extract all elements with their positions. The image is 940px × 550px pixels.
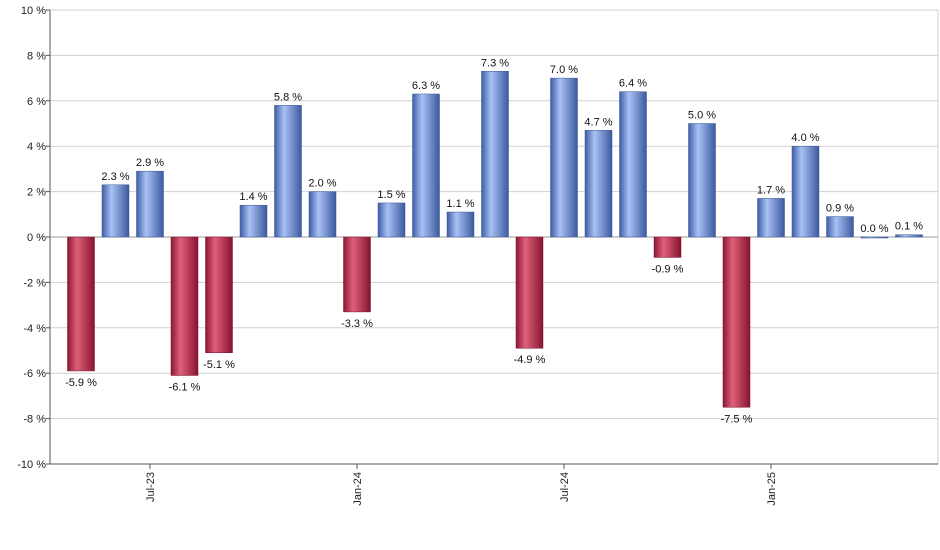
bar-data-label: 6.4 % (619, 78, 647, 90)
bar (412, 93, 440, 238)
y-tick-label: 2 % (27, 187, 46, 199)
bar-data-label: 7.0 % (550, 64, 578, 76)
bar-data-label: 1.1 % (446, 198, 474, 210)
y-tick-label: 8 % (27, 50, 46, 62)
y-tick-label: -8 % (23, 414, 46, 426)
bar (343, 236, 371, 313)
bar (688, 123, 716, 238)
bar-data-label: 1.7 % (757, 184, 785, 196)
y-tick-label: -10 % (17, 459, 46, 471)
bar (757, 198, 785, 238)
bar (377, 202, 406, 238)
bar (274, 105, 302, 238)
x-tick-label: Jul-23 (145, 472, 157, 502)
bar (239, 204, 268, 238)
bar-data-label: 2.3 % (101, 171, 129, 183)
bar (170, 236, 199, 376)
bar-data-label: 2.9 % (136, 157, 164, 169)
x-tick-label: Jan-25 (766, 472, 778, 506)
bar-data-label: 6.3 % (412, 80, 440, 92)
bar (722, 236, 751, 408)
y-tick-label: -4 % (23, 323, 46, 335)
bar-data-label: 4.0 % (791, 132, 819, 144)
y-tick-label: -2 % (23, 277, 46, 289)
bar (481, 71, 509, 238)
bar-data-label: -3.3 % (341, 318, 373, 330)
bar-data-label: 2.0 % (308, 178, 336, 190)
y-tick-label: 10 % (21, 5, 46, 17)
bar (791, 145, 820, 238)
axes: -10 % -8 % -6 % -4 % -2 % 0 % 2 % 4 % 6 % 8 % 10 %… (17, 5, 938, 506)
bar (205, 236, 233, 354)
y-tick-label: -6 % (23, 368, 46, 380)
bar-data-label: 1.5 % (377, 189, 405, 201)
bar (619, 91, 647, 238)
bar (101, 184, 130, 238)
bar-data-label: -4.9 % (514, 354, 546, 366)
bar (446, 211, 475, 238)
bar-data-label: 0.9 % (826, 203, 854, 215)
bar-data-label: 0.0 % (860, 223, 888, 235)
bar (515, 236, 544, 349)
bar-data-label: 1.4 % (239, 191, 267, 203)
bar (67, 236, 95, 372)
bar (136, 170, 164, 238)
y-tick-label: 4 % (27, 141, 46, 153)
bar-data-label: 0.1 % (895, 221, 923, 233)
x-tick-label: Jan-24 (352, 472, 364, 506)
bar-data-label: 7.3 % (481, 57, 509, 69)
bar (895, 234, 923, 238)
bar-data-label: -5.9 % (65, 377, 97, 389)
bar (550, 77, 578, 238)
bar-data-label: -7.5 % (721, 413, 753, 425)
bar-data-label: -6.1 % (169, 381, 201, 393)
bar-data-label: 5.0 % (688, 110, 716, 122)
y-tick-label: 0 % (27, 232, 46, 244)
bar-data-label: 4.7 % (584, 116, 612, 128)
x-tick-label: Jul-24 (559, 472, 571, 502)
bar (826, 216, 854, 238)
bar (308, 191, 337, 238)
bar-data-label: 5.8 % (274, 91, 302, 103)
bar (653, 236, 682, 258)
bar-data-label: -5.1 % (203, 359, 235, 371)
bars (67, 71, 923, 408)
y-tick-label: 6 % (27, 96, 46, 108)
bar (860, 236, 889, 239)
data-labels: -5.9 % 2.3 % 2.9 % -6.1 %-5.1 % 1.4 % 5.8 % 2.… (65, 57, 923, 425)
bar-data-label: -0.9 % (652, 263, 684, 275)
bar (584, 130, 613, 238)
